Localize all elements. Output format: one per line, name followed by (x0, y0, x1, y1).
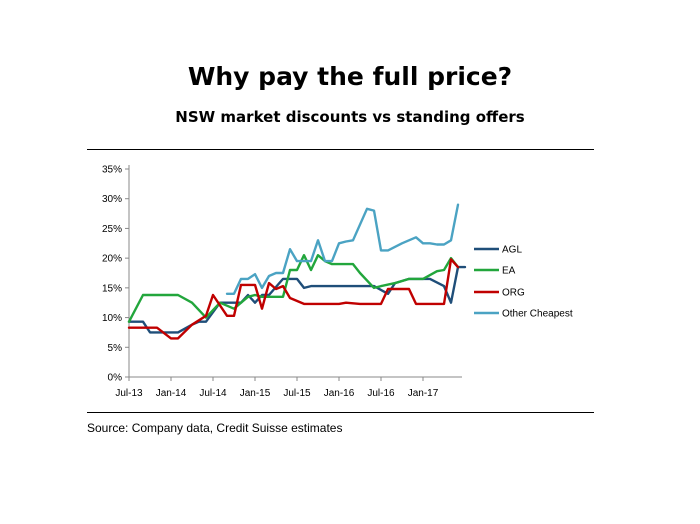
series-line-org (127, 258, 460, 340)
y-tick-label: 10% (102, 313, 122, 324)
x-tick-label: Jan-15 (240, 388, 271, 399)
y-tick-label: 25% (102, 224, 122, 235)
series-line-ea (127, 253, 460, 323)
x-tick-label: Jul-16 (367, 388, 395, 399)
y-tick-label: 30% (102, 194, 122, 205)
y-tick-label: 20% (102, 254, 122, 265)
chart-legend: AGL EA ORG Other Cheapest (474, 245, 573, 320)
chart-lines (127, 203, 467, 340)
x-tick-label: Jul-14 (199, 388, 227, 399)
x-tick-label: Jul-15 (283, 388, 311, 399)
y-tick-label: 0% (108, 373, 123, 384)
y-tick-label: 15% (102, 283, 122, 294)
legend-label-org: ORG (502, 288, 525, 299)
legend-label-agl: AGL (502, 245, 522, 256)
x-tick-label: Jan-14 (156, 388, 187, 399)
top-rule (87, 149, 594, 150)
x-tick-label: Jan-16 (324, 388, 355, 399)
chart-subtitle: NSW market discounts vs standing offers (175, 108, 525, 126)
y-tick-label: 35% (102, 165, 122, 176)
y-tick-label: 5% (108, 343, 123, 354)
source-note: Source: Company data, Credit Suisse esti… (87, 421, 343, 435)
bottom-rule (87, 412, 594, 413)
chart-axes: 0% 5% 10% 15% 20% 25% 30% 35% Jul-13 Jan-14 Jul-14… (102, 165, 462, 399)
series-line-other-cheapest (225, 203, 460, 295)
legend-label-other-cheapest: Other Cheapest (502, 309, 573, 320)
legend-label-ea: EA (502, 266, 516, 277)
x-tick-label: Jul-13 (115, 388, 143, 399)
chart-title: Why pay the full price? (187, 62, 513, 91)
x-tick-label: Jan-17 (408, 388, 439, 399)
